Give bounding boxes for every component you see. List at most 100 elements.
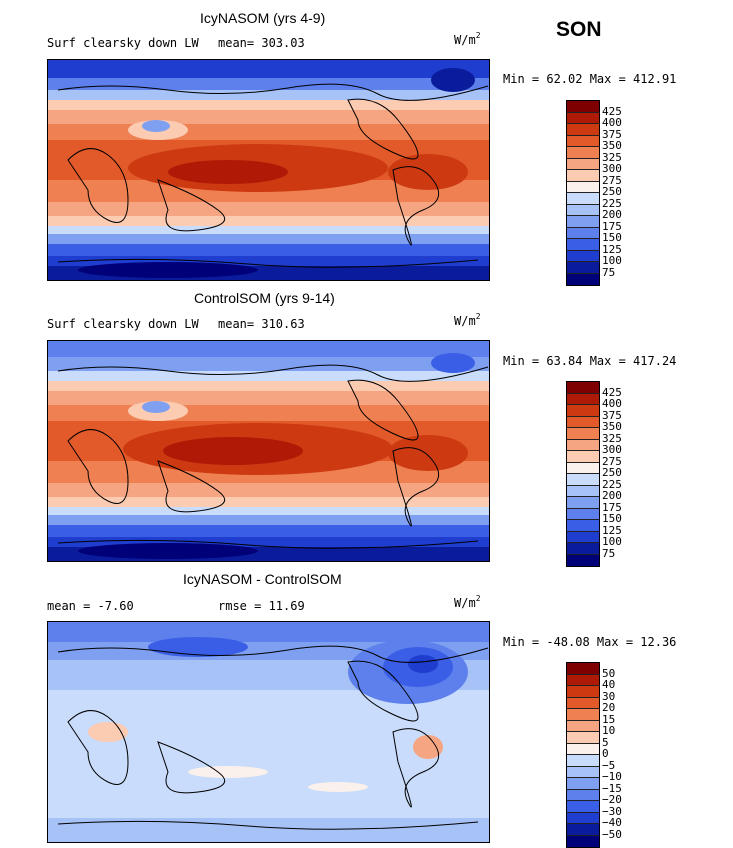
colorbar-swatch — [567, 124, 599, 136]
colorbar-swatch — [567, 497, 599, 509]
colorbar-swatch — [567, 439, 599, 451]
colorbar-swatch — [567, 101, 599, 113]
panel2-minmax: Min = 63.84 Max = 417.24 — [503, 354, 677, 368]
colorbar-label: −10 — [602, 770, 622, 783]
colorbar-label: 15 — [602, 712, 616, 726]
colorbar-swatch — [567, 520, 599, 532]
colorbar-swatch — [567, 824, 599, 836]
colorbar-label: 275 — [602, 454, 622, 468]
colorbar-label: 75 — [602, 265, 616, 279]
colorbar-swatch — [567, 543, 599, 555]
panel3-mean: mean = -7.60 — [47, 599, 134, 613]
colorbar-swatch — [567, 697, 599, 709]
colorbar-label: 400 — [602, 116, 622, 129]
colorbar-label: −50 — [602, 827, 622, 841]
colorbar-label: 10 — [602, 724, 616, 737]
panel3-minmax: Min = -48.08 Max = 12.36 — [503, 635, 677, 649]
colorbar-swatch — [567, 789, 599, 801]
colorbar-swatch — [567, 239, 599, 251]
colorbar-label: 100 — [602, 535, 622, 548]
panel2-title: ControlSOM (yrs 9-14) — [194, 290, 335, 306]
colorbar-swatch — [567, 485, 599, 497]
colorbar-label: 125 — [602, 523, 622, 537]
colorbar-swatch — [567, 147, 599, 159]
panel1-title: IcyNASOM (yrs 4-9) — [200, 10, 326, 26]
colorbar-label: 350 — [602, 139, 622, 152]
panel2-map — [47, 340, 490, 562]
panel3-title: IcyNASOM - ControlSOM — [183, 571, 342, 587]
colorbar-swatch — [567, 250, 599, 262]
colorbar-swatch — [567, 181, 599, 193]
colorbar-label: 375 — [602, 408, 622, 422]
colorbar-swatch — [567, 204, 599, 216]
colorbar-swatch — [567, 508, 599, 520]
colorbar-label: 50 — [602, 666, 616, 680]
colorbar-swatch — [567, 674, 599, 686]
colorbar-swatch — [567, 474, 599, 486]
colorbar-label: 0 — [602, 747, 609, 760]
colorbar-label: 40 — [602, 678, 616, 691]
panel3-map-field — [48, 622, 489, 842]
colorbar-label: 150 — [602, 512, 622, 525]
colorbar-swatch — [567, 262, 599, 274]
colorbar-label: 225 — [602, 477, 622, 491]
colorbar-swatch — [567, 216, 599, 228]
colorbar-label: 300 — [602, 443, 622, 456]
colorbar-label: 5 — [602, 735, 609, 749]
colorbar-swatch — [567, 778, 599, 790]
colorbar-label: −30 — [602, 804, 622, 818]
colorbar-label: 400 — [602, 397, 622, 410]
colorbar-swatch — [567, 462, 599, 474]
colorbar-label: 425 — [602, 104, 622, 118]
colorbar-label: 425 — [602, 385, 622, 399]
colorbar-swatch — [567, 405, 599, 417]
colorbar-label: 75 — [602, 546, 616, 560]
colorbar-label: −15 — [602, 781, 622, 795]
colorbar-label: 175 — [602, 500, 622, 514]
panel3-colorbar — [566, 662, 600, 848]
colorbar-label: −5 — [602, 758, 616, 772]
colorbar-swatch — [567, 193, 599, 205]
colorbar-swatch — [567, 801, 599, 813]
panel1-colorbar — [566, 100, 600, 286]
panel2-units: W/m2 — [454, 312, 481, 328]
panel1-map-field — [48, 60, 489, 280]
panel1-map — [47, 59, 490, 281]
colorbar-swatch — [567, 227, 599, 239]
colorbar-swatch — [567, 451, 599, 463]
colorbar-swatch — [567, 393, 599, 405]
panel1-variable: Surf clearsky down LW — [47, 36, 199, 50]
colorbar-swatch — [567, 766, 599, 778]
panel1-mean: mean= 303.03 — [218, 36, 305, 50]
colorbar-label: 200 — [602, 489, 622, 502]
colorbar-label: 325 — [602, 431, 622, 445]
colorbar-label: −40 — [602, 816, 622, 829]
colorbar-swatch — [567, 663, 599, 675]
colorbar-label: −20 — [602, 793, 622, 806]
colorbar-swatch — [567, 531, 599, 543]
colorbar-label: 125 — [602, 242, 622, 256]
colorbar-label: 375 — [602, 127, 622, 141]
colorbar-swatch — [567, 686, 599, 698]
colorbar-swatch — [567, 709, 599, 721]
colorbar-swatch — [567, 835, 599, 847]
colorbar-swatch — [567, 732, 599, 744]
colorbar-label: 300 — [602, 162, 622, 175]
panel3-rmse: rmse = 11.69 — [218, 599, 305, 613]
colorbar-swatch — [567, 158, 599, 170]
panel3-units: W/m2 — [454, 594, 481, 610]
panel3-map — [47, 621, 490, 843]
colorbar-label: 350 — [602, 420, 622, 433]
colorbar-swatch — [567, 428, 599, 440]
colorbar-label: 200 — [602, 208, 622, 221]
colorbar-swatch — [567, 743, 599, 755]
colorbar-swatch — [567, 812, 599, 824]
panel1-minmax: Min = 62.02 Max = 412.91 — [503, 72, 677, 86]
colorbar-swatch — [567, 170, 599, 182]
colorbar-swatch — [567, 554, 599, 566]
colorbar-swatch — [567, 382, 599, 394]
panel2-colorbar — [566, 381, 600, 567]
colorbar-label: 100 — [602, 254, 622, 267]
colorbar-swatch — [567, 416, 599, 428]
panel2-mean: mean= 310.63 — [218, 317, 305, 331]
